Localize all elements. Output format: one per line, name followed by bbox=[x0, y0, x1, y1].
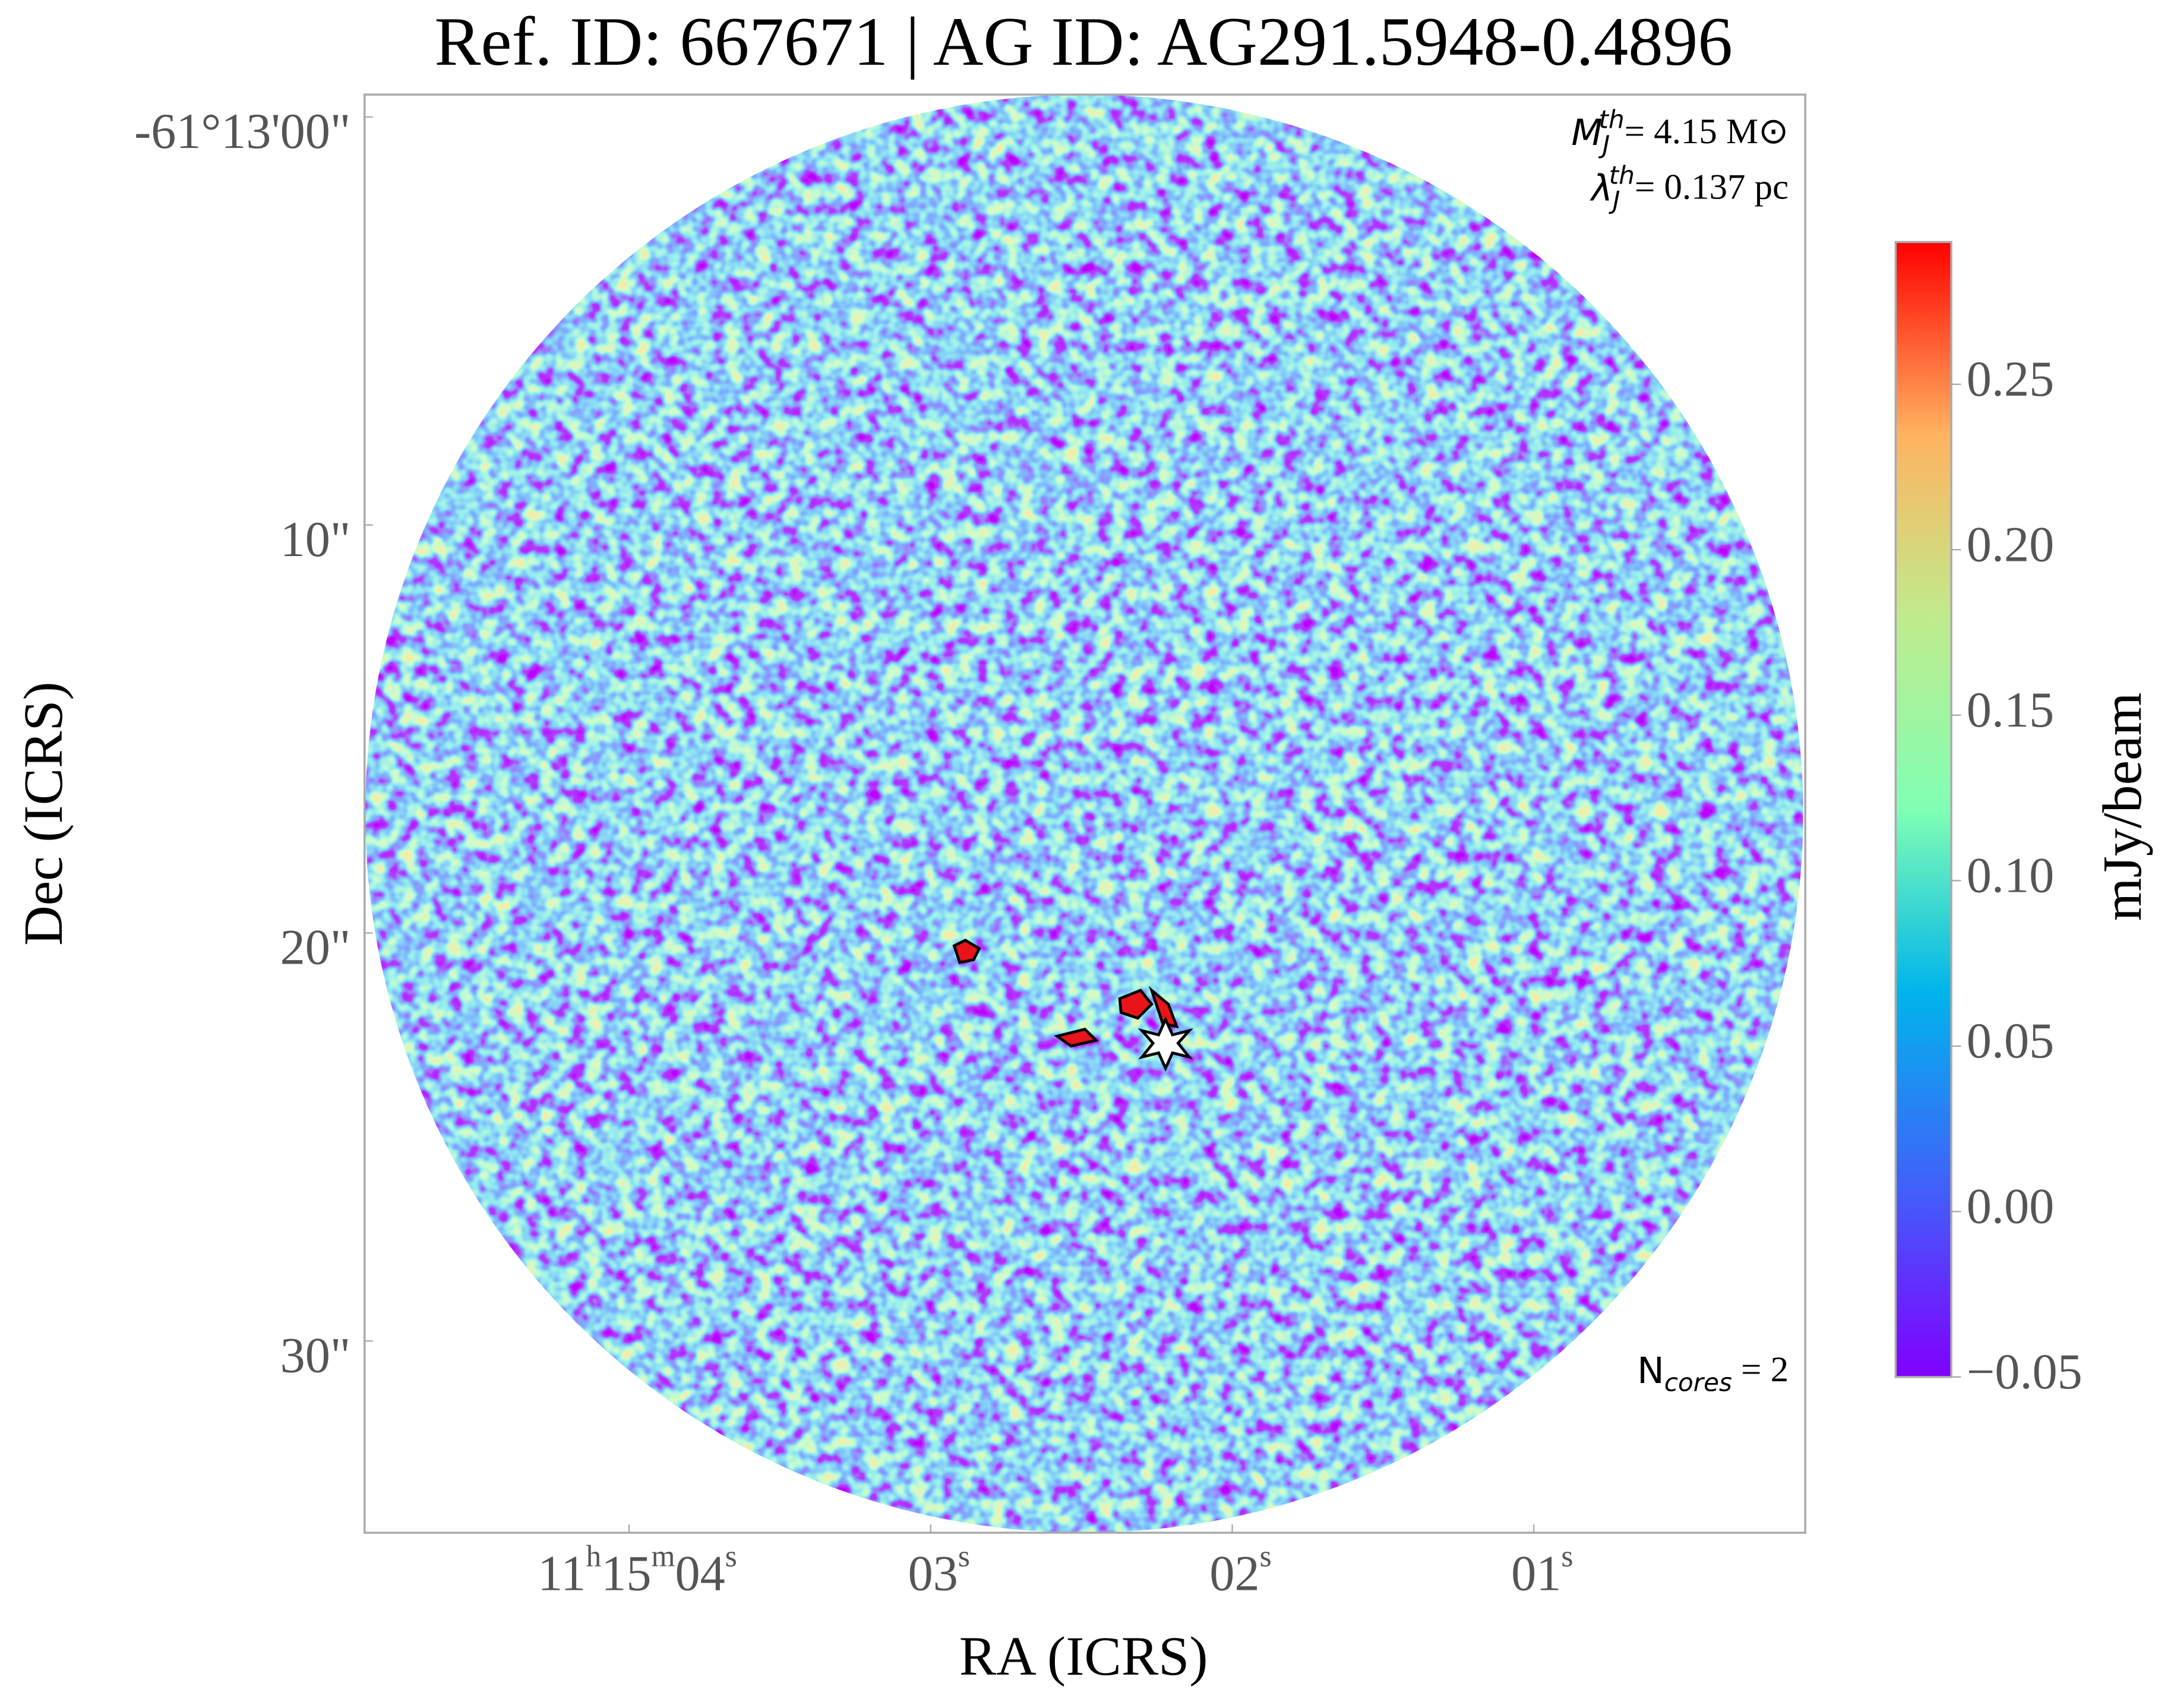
x-tick-label-part: 02 bbox=[1209, 1546, 1259, 1602]
annotation-jeans-length: λJth= 0.137 pc bbox=[1590, 160, 1789, 214]
annotation-n-cores: Ncores = 2 bbox=[1637, 1349, 1789, 1397]
colorbar-tick-label: −0.05 bbox=[1967, 1344, 2083, 1400]
x-tick-label: 03s bbox=[908, 1539, 970, 1601]
annotation-jeans-mass: MJth= 4.15 M⊙ bbox=[1571, 105, 1789, 159]
colorbar-tick-label: 0.05 bbox=[1967, 1014, 2054, 1069]
colorbar-tick-label: 0.15 bbox=[1967, 683, 2054, 738]
x-tick-label-sup: s bbox=[1260, 1539, 1272, 1573]
y-tick-label: 10" bbox=[280, 512, 351, 567]
core-marker bbox=[1137, 1016, 1193, 1072]
intensity-map bbox=[365, 94, 1803, 1533]
annotation-part: th bbox=[1599, 105, 1625, 134]
y-tick-label: 20" bbox=[280, 920, 351, 975]
noise-field bbox=[365, 94, 1803, 1533]
annotation-part: cores bbox=[1664, 1368, 1732, 1397]
x-tick-label-part: 03 bbox=[908, 1546, 958, 1602]
x-tick-label-part: 01 bbox=[1511, 1546, 1561, 1602]
x-tick-label: 11h15m04s bbox=[538, 1539, 737, 1601]
annotation-part: λ bbox=[1590, 167, 1613, 209]
colorbar-tick-label: 0.10 bbox=[1967, 848, 2054, 904]
x-tick-label: 01s bbox=[1511, 1539, 1573, 1601]
colorbar bbox=[1894, 241, 1952, 1378]
y-tick-label: -61°13'00" bbox=[134, 104, 350, 159]
annotation-part: = 4.15 M⊙ bbox=[1625, 112, 1789, 151]
x-tick-label-part: 15 bbox=[601, 1546, 651, 1602]
x-tick-label: 02s bbox=[1209, 1539, 1271, 1601]
chart-title: Ref. ID: 667671 | AG ID: AG291.5948-0.48… bbox=[434, 4, 1732, 80]
colorbar-tick-label: 0.00 bbox=[1967, 1179, 2054, 1235]
plot-frame bbox=[363, 93, 1806, 1534]
annotation-part: = 0.137 pc bbox=[1635, 168, 1789, 207]
x-tick-label-part: 11 bbox=[538, 1546, 586, 1602]
annotation-part: M bbox=[1571, 112, 1603, 154]
x-tick-label-part: 04 bbox=[675, 1546, 725, 1602]
x-tick-label-sup: s bbox=[958, 1539, 970, 1573]
annotation-part: N bbox=[1637, 1349, 1664, 1391]
colorbar-label: mJy/beam bbox=[2092, 692, 2153, 921]
core-contour bbox=[952, 938, 1179, 1048]
x-tick-label-sup: s bbox=[725, 1539, 737, 1573]
colorbar-tick-label: 0.25 bbox=[1967, 352, 2054, 407]
annotation-part: th bbox=[1609, 160, 1635, 190]
y-tick-label: 30" bbox=[280, 1328, 351, 1383]
colorbar-tick-label: 0.20 bbox=[1967, 517, 2054, 573]
x-tick-label-sup: h bbox=[586, 1539, 601, 1573]
annotation-part: = 2 bbox=[1732, 1350, 1789, 1390]
x-tick-label-sup: s bbox=[1561, 1539, 1573, 1573]
x-axis-label: RA (ICRS) bbox=[959, 1626, 1208, 1687]
y-axis-label: Dec (ICRS) bbox=[13, 681, 74, 946]
x-tick-label-sup: m bbox=[651, 1539, 675, 1573]
